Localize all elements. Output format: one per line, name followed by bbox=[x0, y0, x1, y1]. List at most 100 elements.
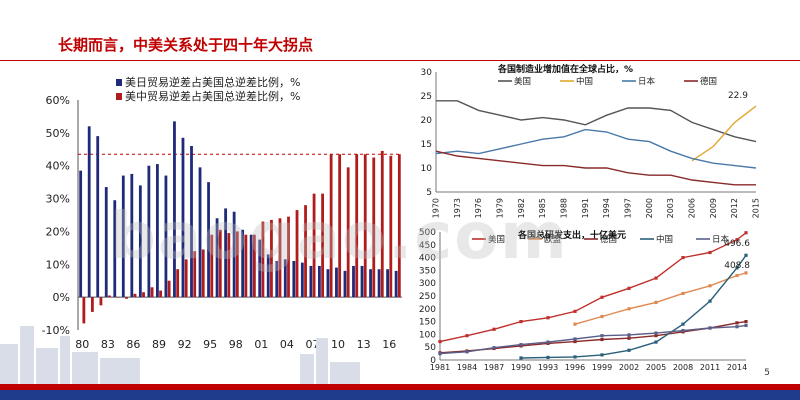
x-tick-label: 1984 bbox=[457, 363, 477, 372]
bar-us-japan bbox=[96, 136, 100, 298]
x-tick-label: 1982 bbox=[517, 198, 526, 218]
data-point bbox=[654, 300, 658, 304]
y-tick-label: 30% bbox=[46, 193, 70, 206]
x-tick-label: 1993 bbox=[538, 363, 558, 372]
y-tick-label: 0 bbox=[430, 356, 436, 366]
data-point bbox=[600, 314, 604, 319]
y-tick-label: 30 bbox=[421, 68, 433, 78]
x-tick-label: 1996 bbox=[565, 363, 585, 372]
bar-us-china bbox=[304, 205, 307, 298]
x-tick-label: 98 bbox=[229, 338, 243, 351]
x-tick-label: 92 bbox=[178, 338, 192, 351]
bar-us-china bbox=[321, 193, 324, 298]
x-tick-label: 01 bbox=[254, 338, 268, 351]
x-tick-label: 2000 bbox=[645, 198, 654, 218]
bar-us-japan bbox=[113, 200, 117, 298]
x-tick-label: 13 bbox=[357, 338, 371, 351]
bar-us-japan bbox=[360, 265, 364, 298]
bar-us-japan bbox=[173, 121, 176, 298]
bar-us-japan bbox=[352, 265, 355, 298]
bar-us-china bbox=[210, 234, 214, 298]
bar-us-japan bbox=[300, 262, 304, 298]
y-tick-label: 40% bbox=[46, 160, 70, 173]
data-point bbox=[708, 250, 712, 255]
data-point bbox=[519, 356, 523, 360]
title-rule bbox=[0, 60, 800, 61]
x-tick-label: 07 bbox=[305, 338, 319, 351]
x-tick-label: 2006 bbox=[688, 198, 697, 218]
data-point bbox=[744, 231, 748, 235]
bar-us-japan bbox=[249, 234, 253, 298]
bar-us-china bbox=[142, 292, 145, 298]
x-tick-label: 1976 bbox=[474, 198, 483, 218]
data-point bbox=[744, 271, 748, 275]
x-tick-label: 1985 bbox=[538, 198, 547, 218]
data-point bbox=[735, 273, 739, 278]
y-tick-label: 5 bbox=[426, 188, 432, 198]
bar-us-china bbox=[193, 251, 197, 298]
bar-us-japan bbox=[258, 239, 262, 298]
legend-label: 美日贸易逆差占美国总逆差比例，% bbox=[125, 75, 300, 89]
data-point bbox=[573, 337, 577, 341]
y-tick-label: 60% bbox=[46, 94, 70, 107]
bar-us-china bbox=[99, 297, 103, 306]
bar-us-japan bbox=[283, 259, 287, 298]
data-point bbox=[708, 299, 712, 303]
bar-us-japan bbox=[207, 182, 210, 298]
x-tick-label: 1987 bbox=[484, 363, 504, 372]
x-tick-label: 2014 bbox=[727, 363, 747, 372]
bar-us-china bbox=[133, 293, 137, 298]
bar-us-japan bbox=[343, 270, 347, 298]
bar-us-japan bbox=[147, 165, 151, 298]
data-point bbox=[735, 321, 739, 325]
bar-us-japan bbox=[394, 270, 398, 298]
y-tick-label: 250 bbox=[419, 292, 436, 302]
legend-label: 中国 bbox=[656, 234, 673, 245]
page-number: 5 bbox=[764, 368, 770, 378]
y-tick-label: 15 bbox=[421, 140, 432, 150]
bar-us-japan bbox=[181, 137, 185, 298]
bar-us-japan bbox=[386, 269, 390, 298]
bar-us-japan bbox=[198, 167, 202, 298]
bar-us-japan bbox=[138, 185, 142, 298]
data-point bbox=[654, 276, 658, 280]
x-tick-label: 1991 bbox=[581, 198, 590, 218]
x-tick-label: 1988 bbox=[560, 198, 569, 218]
bar-us-japan bbox=[190, 146, 193, 298]
data-point bbox=[546, 316, 550, 320]
legend-label: 美国 bbox=[488, 234, 505, 245]
data-point bbox=[627, 348, 631, 352]
legend-label: 中国 bbox=[576, 76, 593, 87]
data-point bbox=[627, 333, 631, 337]
data-point bbox=[600, 295, 604, 299]
bar-us-japan bbox=[232, 211, 236, 298]
bar-us-china bbox=[397, 154, 401, 298]
bar-us-china bbox=[218, 229, 222, 298]
data-point bbox=[492, 327, 496, 331]
x-tick-label: 2008 bbox=[673, 363, 693, 372]
bar-us-china bbox=[82, 297, 86, 324]
data-point bbox=[627, 336, 631, 340]
series-line-中国 bbox=[691, 105, 757, 162]
x-tick-label: 1979 bbox=[496, 198, 505, 218]
bar-us-japan bbox=[121, 175, 125, 298]
bar-us-china bbox=[244, 234, 248, 298]
bar-us-china bbox=[227, 233, 231, 298]
y-tick-label: 350 bbox=[419, 266, 436, 276]
data-point bbox=[519, 320, 523, 324]
y-tick-label: 150 bbox=[419, 318, 436, 328]
data-point bbox=[654, 334, 658, 338]
bar-us-china bbox=[125, 297, 128, 299]
data-point bbox=[735, 266, 739, 270]
series-line-德国 bbox=[435, 150, 756, 186]
y-tick-label: 20% bbox=[46, 225, 70, 238]
bar-us-japan bbox=[87, 126, 91, 298]
bar-us-china bbox=[201, 249, 205, 298]
bar-us-china bbox=[329, 154, 333, 298]
legend-swatch bbox=[116, 93, 122, 100]
data-point bbox=[573, 339, 577, 344]
annotation-china-value: 22.9 bbox=[728, 91, 748, 101]
annotation-us-value: 496.6 bbox=[724, 239, 750, 249]
legend-label: 德国 bbox=[600, 234, 617, 245]
bar-us-china bbox=[287, 216, 290, 298]
